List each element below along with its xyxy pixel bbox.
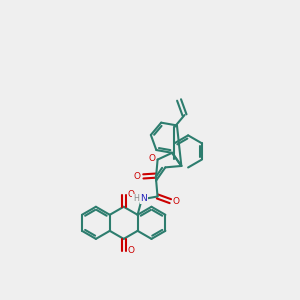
Text: O: O [127, 190, 134, 199]
Text: N: N [140, 194, 147, 203]
Text: H: H [133, 194, 139, 203]
Text: O: O [173, 197, 180, 206]
Text: O: O [127, 246, 134, 255]
Text: O: O [149, 154, 156, 163]
Text: O: O [133, 172, 140, 181]
